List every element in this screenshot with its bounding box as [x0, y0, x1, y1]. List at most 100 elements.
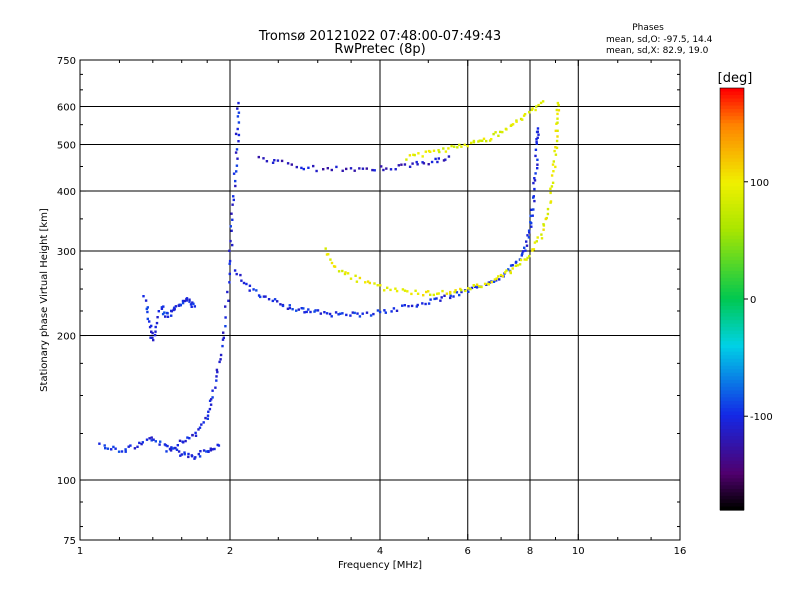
data-point [233, 269, 237, 272]
data-point [265, 160, 269, 163]
colorbar-band [720, 464, 744, 469]
colorbar-band [720, 429, 744, 434]
data-point [120, 450, 124, 453]
data-point [454, 289, 457, 292]
data-point [531, 107, 534, 110]
data-point [267, 298, 271, 301]
data-point [133, 447, 137, 450]
colorbar-band [720, 478, 744, 483]
data-point [161, 312, 165, 316]
colorbar-band [720, 119, 744, 124]
colorbar: 100 0 -100 [719, 87, 773, 511]
data-point [425, 290, 428, 294]
data-point [556, 112, 559, 116]
data-point [407, 305, 410, 308]
data-point [257, 294, 261, 297]
data-point [380, 165, 383, 168]
data-point [224, 316, 227, 319]
colorbar-band [720, 415, 744, 420]
data-point [199, 450, 202, 453]
data-point [549, 191, 552, 195]
data-point [365, 167, 368, 170]
data-point [389, 168, 393, 171]
colorbar-band [720, 221, 744, 226]
data-point [144, 299, 148, 302]
x-tick-label: 2 [227, 546, 233, 557]
colorbar-band [720, 400, 744, 406]
data-point [248, 289, 251, 292]
data-point [224, 325, 227, 328]
data-point [372, 312, 375, 316]
data-point [477, 140, 480, 143]
data-point [505, 128, 508, 131]
data-point [211, 389, 214, 392]
data-point [138, 441, 141, 445]
colorbar-band [720, 204, 744, 209]
colorbar-band [720, 372, 744, 377]
data-point [432, 149, 436, 152]
colorbar-band [720, 341, 744, 346]
data-point [515, 120, 518, 123]
data-point [526, 256, 529, 260]
colorbar-band [720, 481, 744, 486]
data-point [314, 309, 317, 312]
data-point [224, 305, 227, 308]
data-point [529, 221, 532, 224]
data-point [324, 247, 327, 250]
data-point [316, 309, 320, 312]
colorbar-band [720, 284, 744, 290]
colorbar-band [720, 158, 744, 163]
data-point [145, 438, 149, 441]
data-point [112, 445, 115, 449]
colorbar-band [720, 291, 744, 297]
data-point [544, 217, 547, 221]
data-point [427, 290, 430, 293]
data-point [173, 306, 176, 309]
data-point [192, 302, 195, 305]
data-point [427, 163, 430, 166]
colorbar-band [720, 337, 744, 342]
y-tick-label: 750 [57, 56, 76, 67]
colorbar-band [720, 379, 744, 384]
data-point [245, 282, 248, 286]
data-point [295, 165, 298, 169]
data-point [343, 272, 347, 276]
data-point [307, 166, 310, 169]
x-tick-label: 6 [465, 546, 471, 557]
data-point [442, 147, 445, 150]
data-point [458, 293, 461, 297]
data-point [262, 157, 265, 160]
data-point [449, 294, 452, 297]
data-point [453, 145, 456, 148]
data-point [166, 444, 169, 448]
data-point [335, 165, 338, 169]
data-point [206, 417, 209, 420]
data-point [536, 167, 539, 170]
data-point [536, 136, 539, 139]
data-point [430, 160, 434, 164]
data-point [262, 295, 266, 298]
data-point [410, 304, 414, 308]
data-point [228, 281, 231, 284]
data-point [487, 283, 490, 286]
data-point [152, 438, 155, 441]
data-point [170, 446, 173, 449]
colorbar-band [720, 200, 744, 205]
stats-line-o: mean, sd,O: -97.5, 14.4 [606, 35, 713, 45]
data-point [211, 448, 214, 451]
data-point [157, 310, 160, 313]
data-point [280, 159, 284, 163]
data-point [537, 103, 540, 107]
data-point [421, 155, 424, 158]
data-point [497, 134, 500, 137]
data-point [183, 451, 186, 454]
data-point [437, 157, 440, 160]
data-point [209, 449, 213, 452]
data-point [194, 431, 197, 435]
data-point [493, 278, 497, 281]
data-point [300, 166, 303, 170]
data-point [228, 272, 231, 276]
colorbar-band [720, 137, 744, 142]
data-point [492, 280, 496, 283]
colorbar-band [720, 397, 744, 402]
